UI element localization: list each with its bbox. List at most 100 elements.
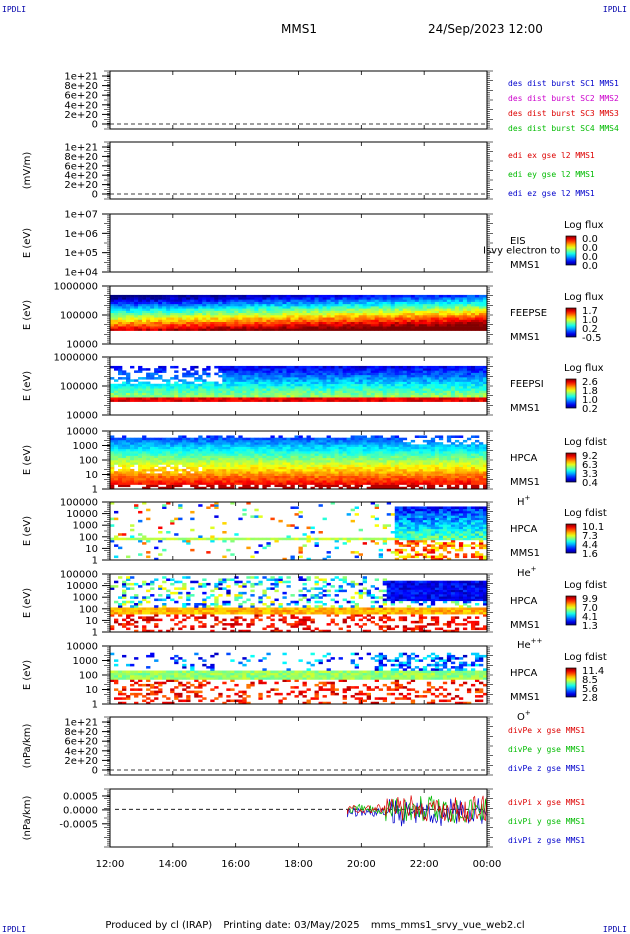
spectrogram-cell [234, 475, 239, 479]
spectrogram-cell [418, 321, 424, 325]
spectrogram-cell [254, 473, 259, 476]
spectrogram-cell [350, 471, 355, 474]
spectrogram-cell [294, 453, 299, 456]
spectrogram-cell [386, 365, 392, 369]
spectrogram-cell [302, 328, 307, 331]
spectrogram-cell [450, 321, 456, 325]
spectrogram-cell [174, 392, 179, 396]
spectrogram-cell [258, 466, 263, 470]
spectrogram-cell [142, 442, 147, 445]
spectrogram-cell [222, 365, 227, 369]
spectrogram-cell [462, 323, 468, 327]
spectrogram-cell [262, 299, 267, 302]
spectrogram-cell [286, 448, 291, 452]
spectrogram-cell [246, 383, 251, 387]
spectrogram-cell [150, 390, 155, 393]
spectrogram-cell [326, 475, 331, 479]
spectrogram-cell [334, 301, 339, 305]
spectrogram-cell [230, 480, 235, 483]
spectrogram-cell [322, 372, 327, 376]
spectrogram-cell [150, 451, 155, 454]
spectrogram-cell [434, 306, 440, 309]
spectrogram-cell [302, 448, 307, 452]
spectrogram-cell [214, 303, 219, 307]
spectrogram-cell [170, 466, 175, 470]
spectrogram-cell [338, 439, 343, 443]
spectrogram-cell [406, 394, 412, 398]
spectrogram-cell [178, 297, 183, 300]
spectrogram-cell [214, 451, 219, 454]
spectrogram-cell [462, 392, 468, 396]
y-tick-label: 1e+21 [64, 72, 98, 83]
spectrogram-cell [306, 368, 311, 371]
spectrogram-cell [218, 448, 223, 452]
spectrogram-cell [290, 444, 295, 447]
spectrogram-cell [266, 317, 271, 320]
spectrogram-cell [262, 301, 267, 305]
spectrogram-cell [114, 368, 119, 371]
spectrogram-cell [406, 386, 412, 389]
spectrogram-cell [282, 365, 287, 369]
spectrogram-cell [310, 448, 315, 452]
spectrogram-cell [270, 460, 275, 463]
spectrogram-cell [306, 444, 311, 447]
spectrogram-cell [270, 473, 275, 476]
spectrogram-cell [338, 462, 343, 465]
spectrogram-cell [162, 482, 167, 485]
spectrogram-cell [366, 451, 371, 454]
spectrogram-cell [242, 477, 247, 481]
spectrogram-cell [186, 315, 191, 318]
spectrogram-cell [178, 455, 183, 459]
spectrogram-cell [394, 462, 400, 465]
spectrogram-cell [402, 319, 408, 322]
spectrogram-cell [262, 306, 267, 309]
spectrogram-cell [138, 310, 143, 314]
spectrogram-cell [470, 388, 476, 391]
spectrogram-cell [190, 437, 195, 441]
spectrogram-cell [378, 453, 384, 456]
spectrogram-cell [414, 374, 420, 378]
spectrogram-cell [290, 308, 295, 311]
spectrogram-cell [314, 464, 319, 467]
spectrogram-cell [150, 482, 155, 485]
spectrogram-cell [326, 303, 331, 307]
spectrogram-cell [218, 453, 223, 456]
spectrogram-cell [214, 457, 219, 461]
spectrogram-cell [378, 372, 384, 376]
spectrogram-cell [350, 315, 355, 318]
spectrogram-cell [294, 477, 299, 481]
spectrogram-cell [142, 468, 147, 472]
spectrogram-cell [402, 390, 408, 393]
spectrogram-cell [210, 319, 215, 322]
spectrogram-cell [218, 464, 223, 467]
spectrogram-cell [238, 399, 243, 402]
spectrogram-cell [422, 372, 428, 376]
spectrogram-cell [394, 480, 400, 483]
spectrogram-cell [266, 475, 271, 479]
spectrogram-cell [250, 394, 255, 398]
spectrogram-cell [286, 480, 291, 483]
spectrogram-cell [114, 471, 119, 474]
spectrogram-cell [446, 328, 452, 331]
spectrogram-cell [302, 442, 307, 445]
spectrogram-cell [170, 328, 175, 331]
spectrogram-cell [434, 381, 440, 385]
spectrogram-cell [298, 306, 303, 309]
spectrogram-cell [330, 464, 335, 467]
spectrogram-cell [334, 379, 339, 382]
spectrogram-cell [374, 370, 380, 373]
spectrogram-cell [270, 471, 275, 474]
spectrogram-cell [214, 312, 219, 316]
spectrogram-cell [374, 315, 380, 318]
spectrogram-cell [266, 379, 271, 382]
spectrogram-cell [302, 379, 307, 382]
spectrogram-cell [290, 392, 295, 396]
spectrogram-cell [390, 372, 396, 376]
spectrogram-cell [206, 460, 211, 463]
spectrogram-cell [210, 448, 215, 452]
spectrogram-cell [258, 455, 263, 459]
spectrogram-cell [262, 475, 267, 479]
spectrogram-cell [134, 383, 139, 387]
spectrogram-cell [262, 383, 267, 387]
spectrogram-cell [410, 323, 416, 327]
